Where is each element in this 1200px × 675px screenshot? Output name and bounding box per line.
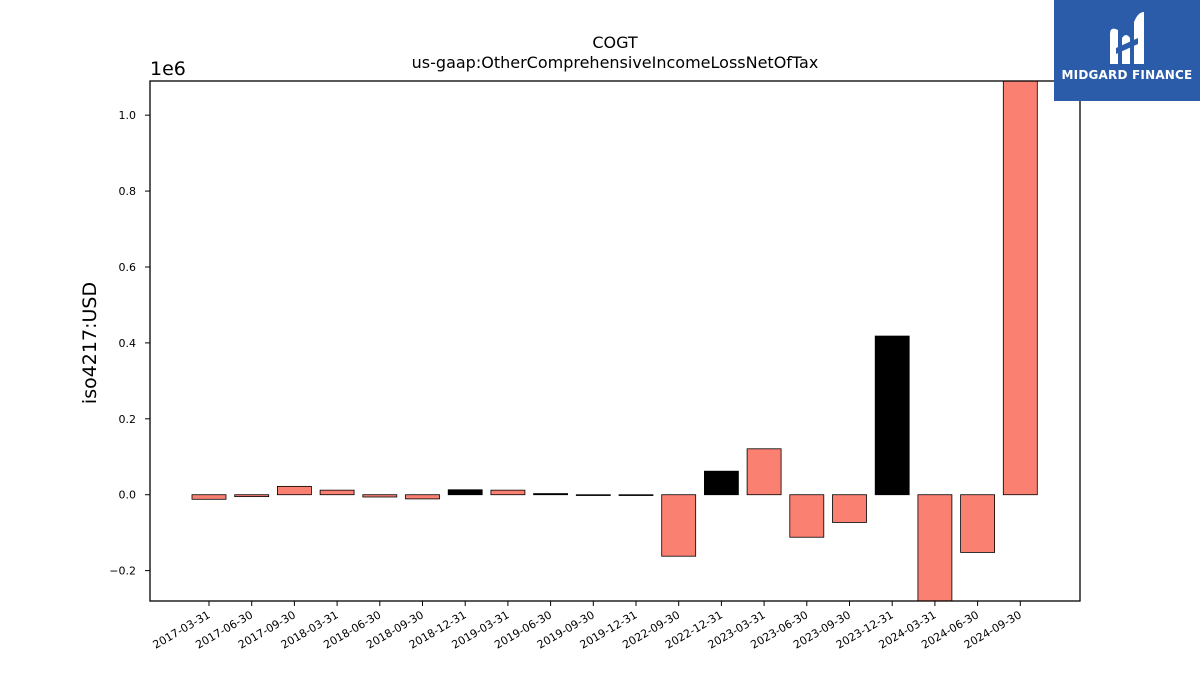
bar-2023-12-31 [874,335,910,496]
bar-2024-06-30 [960,494,995,553]
bar-2023-09-30 [832,494,867,523]
bar-2023-06-30 [789,494,825,538]
bar-2022-09-30 [661,494,697,557]
y-tick-label: 0.0 [119,489,137,502]
bar-2017-03-31 [191,494,227,500]
bar-2018-03-31 [319,489,355,496]
bar-2024-09-30 [1002,80,1038,496]
bar-2022-12-31 [704,470,739,496]
y-tick-label: 0.4 [119,337,137,350]
y-axis-ticks: −0.2 0.0 0.2 0.4 0.6 0.8 1.0 [109,109,150,578]
y-tick-label: 0.6 [119,261,137,274]
brand-logo: MIDGARD FINANCE [1054,0,1200,101]
bar-2019-06-30 [533,493,568,496]
bar-2018-06-30 [362,494,398,498]
brand-name: MIDGARD FINANCE [1061,68,1193,82]
y-offset-label: 1e6 [150,58,186,80]
x-axis-ticks: 2017-03-312017-06-302017-09-302018-03-31… [151,601,1024,652]
bar-2017-09-30 [276,485,312,496]
bar-2018-09-30 [405,494,440,500]
bars-group [191,80,1038,602]
bar-2019-03-31 [490,489,526,496]
y-axis-label: iso4217:USD [79,282,101,404]
bar-2017-06-30 [234,494,270,498]
y-tick-label: 0.8 [119,185,137,198]
bar-2023-03-31 [746,448,782,496]
y-tick-label: 1.0 [119,109,137,122]
bar-2019-09-30 [575,494,611,496]
bar-2018-12-31 [447,489,483,496]
chart-subtitle: us-gaap:OtherComprehensiveIncomeLossNetO… [412,53,819,72]
bar-2024-03-31 [917,494,953,602]
midgard-logo-icon [1110,12,1144,65]
bar-2019-12-31 [618,494,654,496]
plot-frame [149,80,1081,602]
chart-title: COGT [592,33,638,52]
y-tick-label: 0.2 [119,413,137,426]
y-tick-label: −0.2 [109,565,136,578]
